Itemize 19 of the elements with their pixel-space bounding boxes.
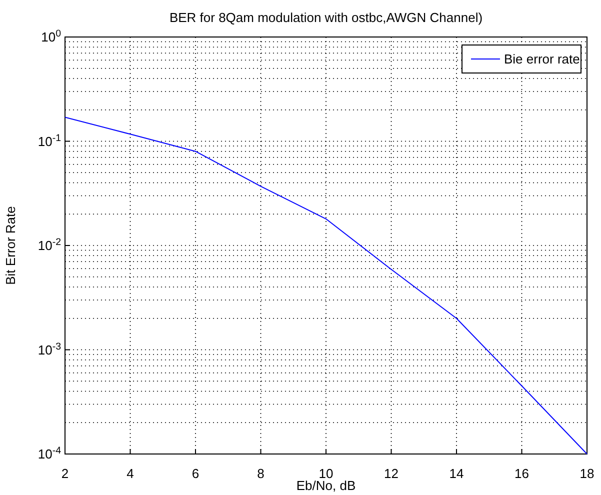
x-tick-label: 2 <box>61 466 69 481</box>
y-tick-label: 10$^{-4}$ <box>38 445 62 462</box>
y-tick-label: 10$^{-1}$ <box>38 132 61 149</box>
y-tick-label: 10$^{-3}$ <box>38 340 61 358</box>
y-tick-label: 10$^{0}$ <box>41 28 62 45</box>
x-tick-label: 12 <box>384 466 398 481</box>
line-series <box>64 116 588 454</box>
x-tick-label: 6 <box>192 466 200 481</box>
x-axis-title: Eb/No, dB <box>296 478 356 493</box>
x-tick-label: 4 <box>126 466 134 481</box>
x-tick-label: 18 <box>580 466 594 481</box>
chart-title: BER for 8Qam modulation with ostbc,AWGN Channel) <box>169 10 483 25</box>
y-axis-title: Bit Error Rate <box>3 206 18 285</box>
x-tick-label: 8 <box>257 466 264 481</box>
legend-label: Bie error rate <box>504 52 580 67</box>
x-tick-label: 10 <box>318 466 334 481</box>
x-tick-label: 16 <box>514 466 529 481</box>
x-tick-label: 14 <box>449 466 464 481</box>
y-tick-label: 10$^{-2}$ <box>38 236 61 254</box>
